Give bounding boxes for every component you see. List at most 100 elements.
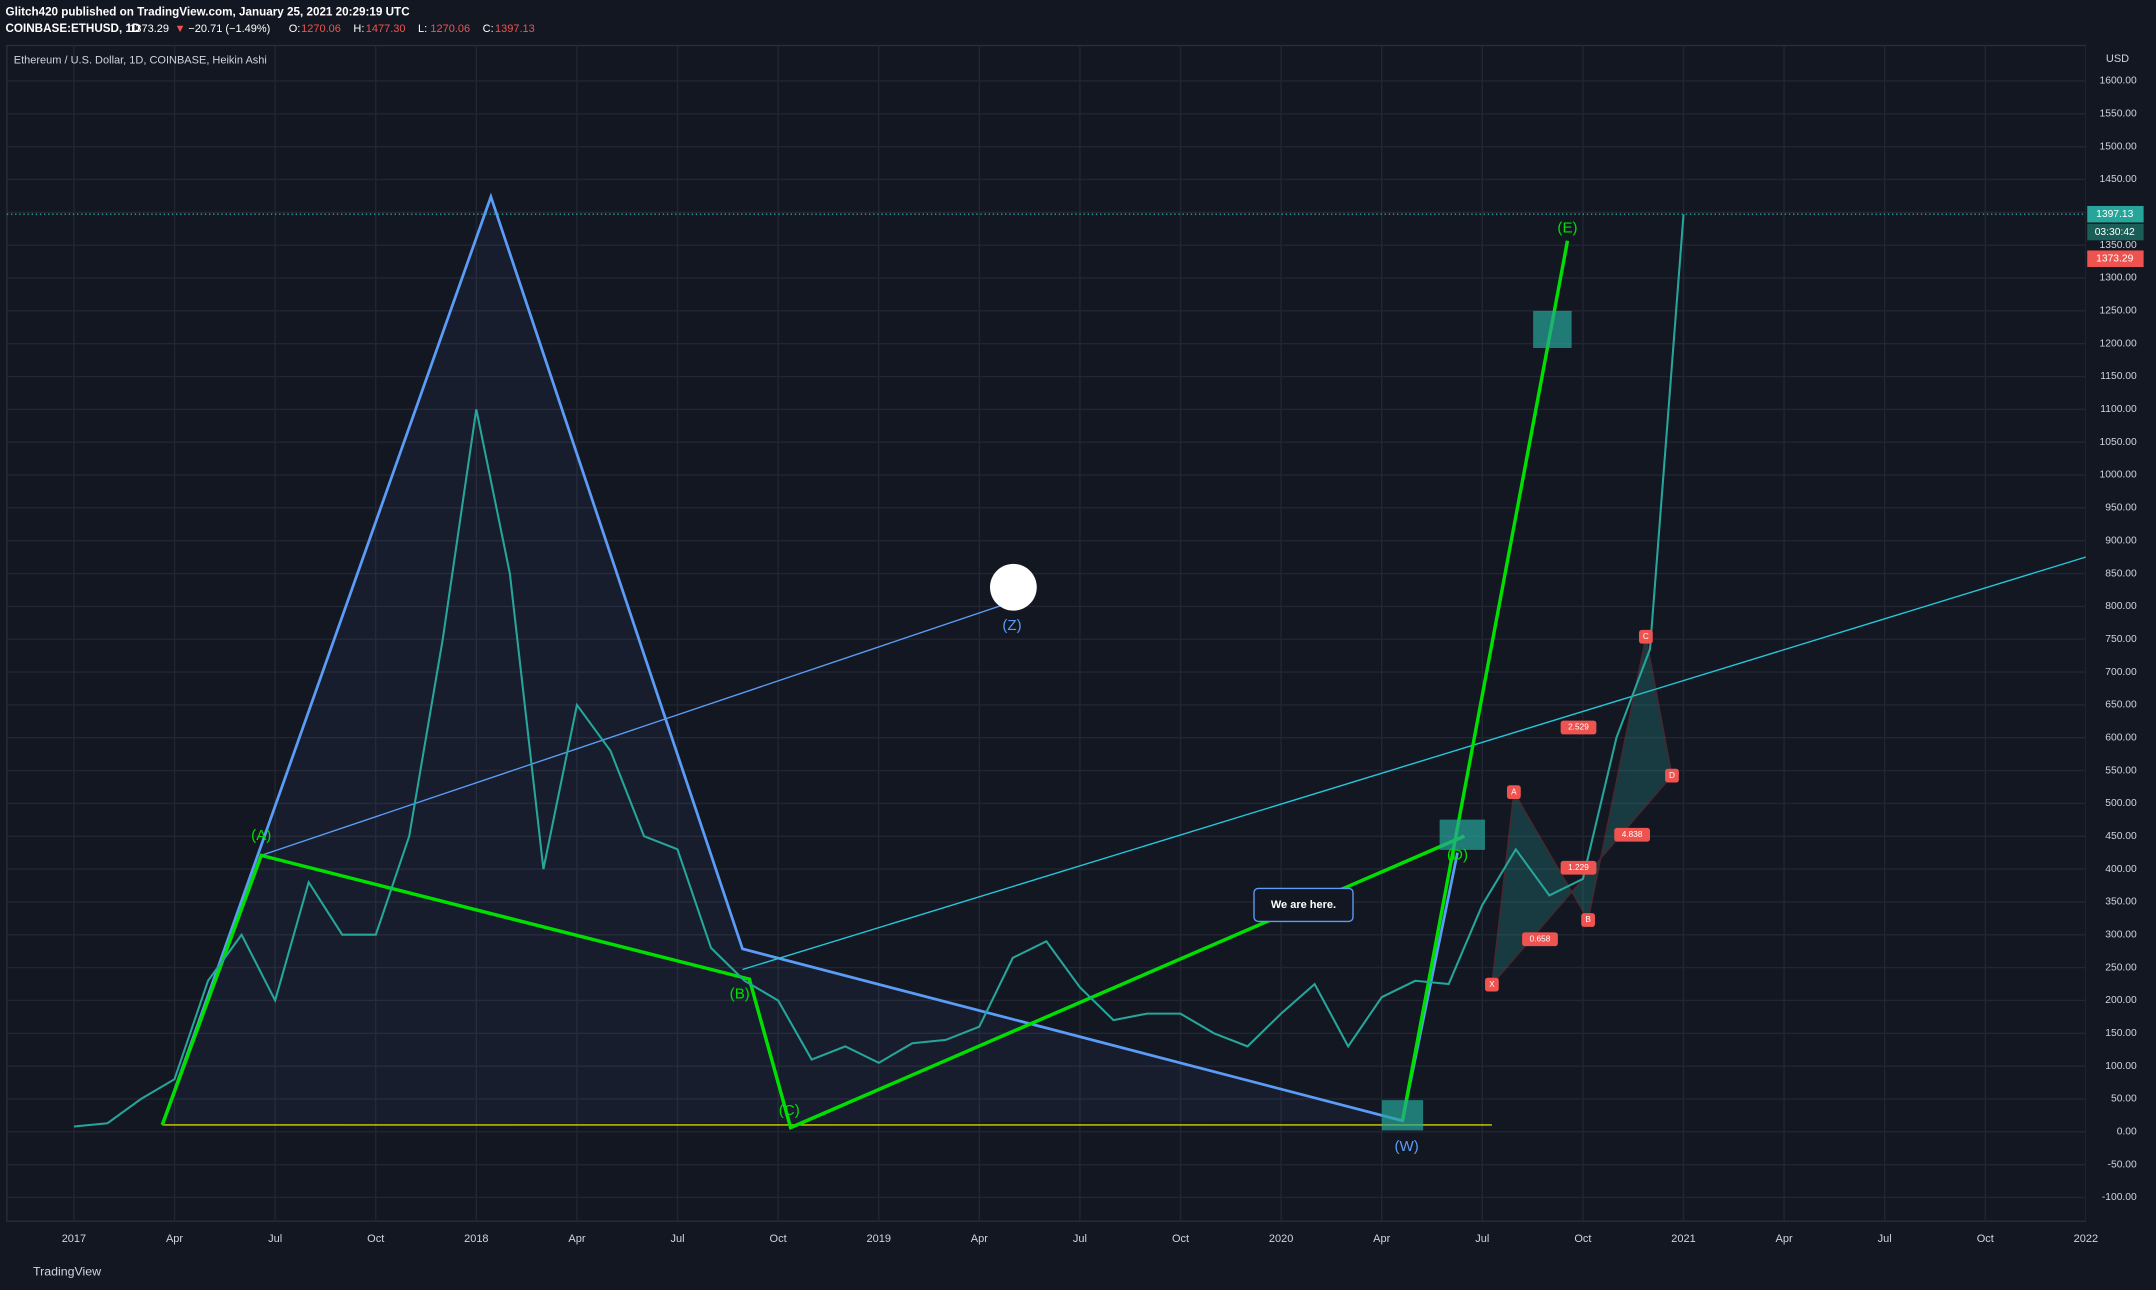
x-tick-label: 2020: [1269, 1233, 1293, 1245]
ohlc-value: 1270.06: [301, 23, 341, 35]
drawings: [160, 192, 2087, 1131]
y-tick-label: 1300.00: [2100, 273, 2137, 284]
green-target: [1400, 240, 1570, 1122]
pattern-label: B: [1585, 915, 1591, 924]
x-tick-label: 2019: [866, 1233, 890, 1245]
ohlc-value: 1397.13: [495, 23, 535, 35]
x-tick-label: Apr: [568, 1233, 585, 1245]
y-tick-label: 600.00: [2105, 732, 2137, 743]
box: [1439, 819, 1485, 850]
price-line: [73, 214, 1685, 1128]
series: [6, 213, 2086, 1128]
y-tick-label: 150.00: [2105, 1028, 2137, 1039]
ratio-label: 2.529: [1568, 723, 1589, 732]
pattern-label: D: [1669, 771, 1675, 780]
y-tick-label: 100.00: [2105, 1061, 2137, 1072]
wave-label: (D): [1447, 846, 1468, 863]
x-tick-label: Apr: [1776, 1233, 1793, 1245]
currency: USD: [2106, 53, 2129, 65]
y-tick-label: 1150.00: [2100, 371, 2137, 382]
pattern-label: X: [1489, 980, 1495, 989]
arrow: ▼: [175, 23, 186, 35]
y-tick-label: 1450.00: [2100, 174, 2137, 185]
y-tick-label: 50.00: [2111, 1094, 2137, 1105]
x-tick-label: 2017: [62, 1233, 86, 1245]
pattern-tag: [1639, 629, 1653, 644]
x-tick-label: Oct: [770, 1233, 787, 1245]
y-tick-label: 700.00: [2105, 667, 2137, 678]
x-tick-label: 2022: [2074, 1233, 2098, 1245]
x-tick-label: Apr: [971, 1233, 988, 1245]
ratio-label: 0.658: [1530, 934, 1551, 943]
y-tick-label: 1550.00: [2100, 109, 2137, 120]
y-tick-label: -50.00: [2108, 1159, 2137, 1170]
y-tick-label: 1100.00: [2100, 404, 2137, 415]
y-tick-label: 900.00: [2105, 535, 2137, 546]
wave-label: (B): [730, 985, 750, 1002]
x-tick-label: Jul: [268, 1233, 282, 1245]
x-tick-label: 2021: [1671, 1233, 1695, 1245]
x-tick-label: Jul: [670, 1233, 684, 1245]
y-tick-label: 800.00: [2105, 601, 2137, 612]
x-tick-label: Apr: [166, 1233, 183, 1245]
ohlc-key: C:: [483, 23, 494, 35]
y-tick-label: 550.00: [2105, 765, 2137, 776]
ratio-tag: [1614, 827, 1650, 842]
y-tick-label: 300.00: [2105, 929, 2137, 940]
ohlc-key: O:: [289, 23, 301, 35]
wave-label: (W): [1394, 1138, 1418, 1155]
brand: TradingView: [33, 1264, 101, 1278]
prev-price-tag: [2087, 250, 2144, 267]
axes: -100.00 -50.00 0.00 50.00 100.00 150.00 200.00…: [62, 76, 2144, 1245]
close: 1373.29: [129, 23, 169, 35]
last-price-label: 1397.13: [2096, 209, 2133, 220]
pattern-tag: [1665, 768, 1679, 783]
wave-label: (A): [251, 827, 271, 844]
y-tick-label: 950.00: [2105, 503, 2137, 514]
z-line: [261, 601, 1011, 857]
ratio-tag: [1560, 720, 1597, 735]
ohlc-key: L:: [418, 23, 427, 35]
y-tick-label: -100.00: [2102, 1192, 2137, 1203]
y-tick-label: 1000.00: [2100, 470, 2137, 481]
wave-label: (Z): [1002, 617, 1021, 634]
pattern: [1490, 636, 1673, 987]
y-tick-label: 850.00: [2105, 568, 2137, 579]
pattern-label: C: [1643, 632, 1649, 641]
y-tick-label: 450.00: [2105, 831, 2137, 842]
y-tick-label: 250.00: [2105, 962, 2137, 973]
ratio-tag: [1522, 932, 1558, 947]
y-axis-bg: [2085, 45, 2156, 1222]
y-tick-label: 1200.00: [2100, 338, 2137, 349]
shade: [162, 196, 1403, 1125]
green-wave: [160, 834, 1466, 1130]
callout: [1253, 887, 1354, 923]
x-tick-label: Jul: [1073, 1233, 1087, 1245]
ratio-label: 1.229: [1568, 863, 1589, 872]
note: We are here.: [1271, 899, 1336, 911]
x-tick-label: Oct: [1172, 1233, 1189, 1245]
x-tick-label: 2018: [464, 1233, 488, 1245]
wave-label: (E): [1557, 219, 1577, 236]
pattern-tag: [1485, 977, 1499, 992]
y-tick-label: 350.00: [2105, 897, 2137, 908]
ohlc-key: H:: [353, 23, 364, 35]
x-tick-label: Jul: [1475, 1233, 1489, 1245]
ohlc: O: 1270.06 H: 1477.30 L: 1270.06 C: 1397.13: [289, 23, 535, 35]
y-tick-label: 1250.00: [2100, 306, 2137, 317]
y-tick-label: 1500.00: [2100, 141, 2137, 152]
symbol: COINBASE:ETHUSD, 1D: [6, 22, 141, 35]
x-tick-label: Oct: [1977, 1233, 1994, 1245]
pattern-tag: [1507, 785, 1521, 799]
wave-label: (C): [779, 1102, 800, 1119]
y-tick-label: 500.00: [2105, 798, 2137, 809]
countdown: 03:30:42: [2095, 227, 2135, 238]
trend-line: [742, 556, 2087, 971]
tags: X A B C D 2.529 1.229 0.658 4.838: [1485, 629, 1679, 992]
y-tick-label: 400.00: [2105, 864, 2137, 875]
x-tick-label: Oct: [1574, 1233, 1591, 1245]
y-tick-label: 650.00: [2105, 700, 2137, 711]
y-tick-label: 1350.00: [2100, 240, 2137, 251]
